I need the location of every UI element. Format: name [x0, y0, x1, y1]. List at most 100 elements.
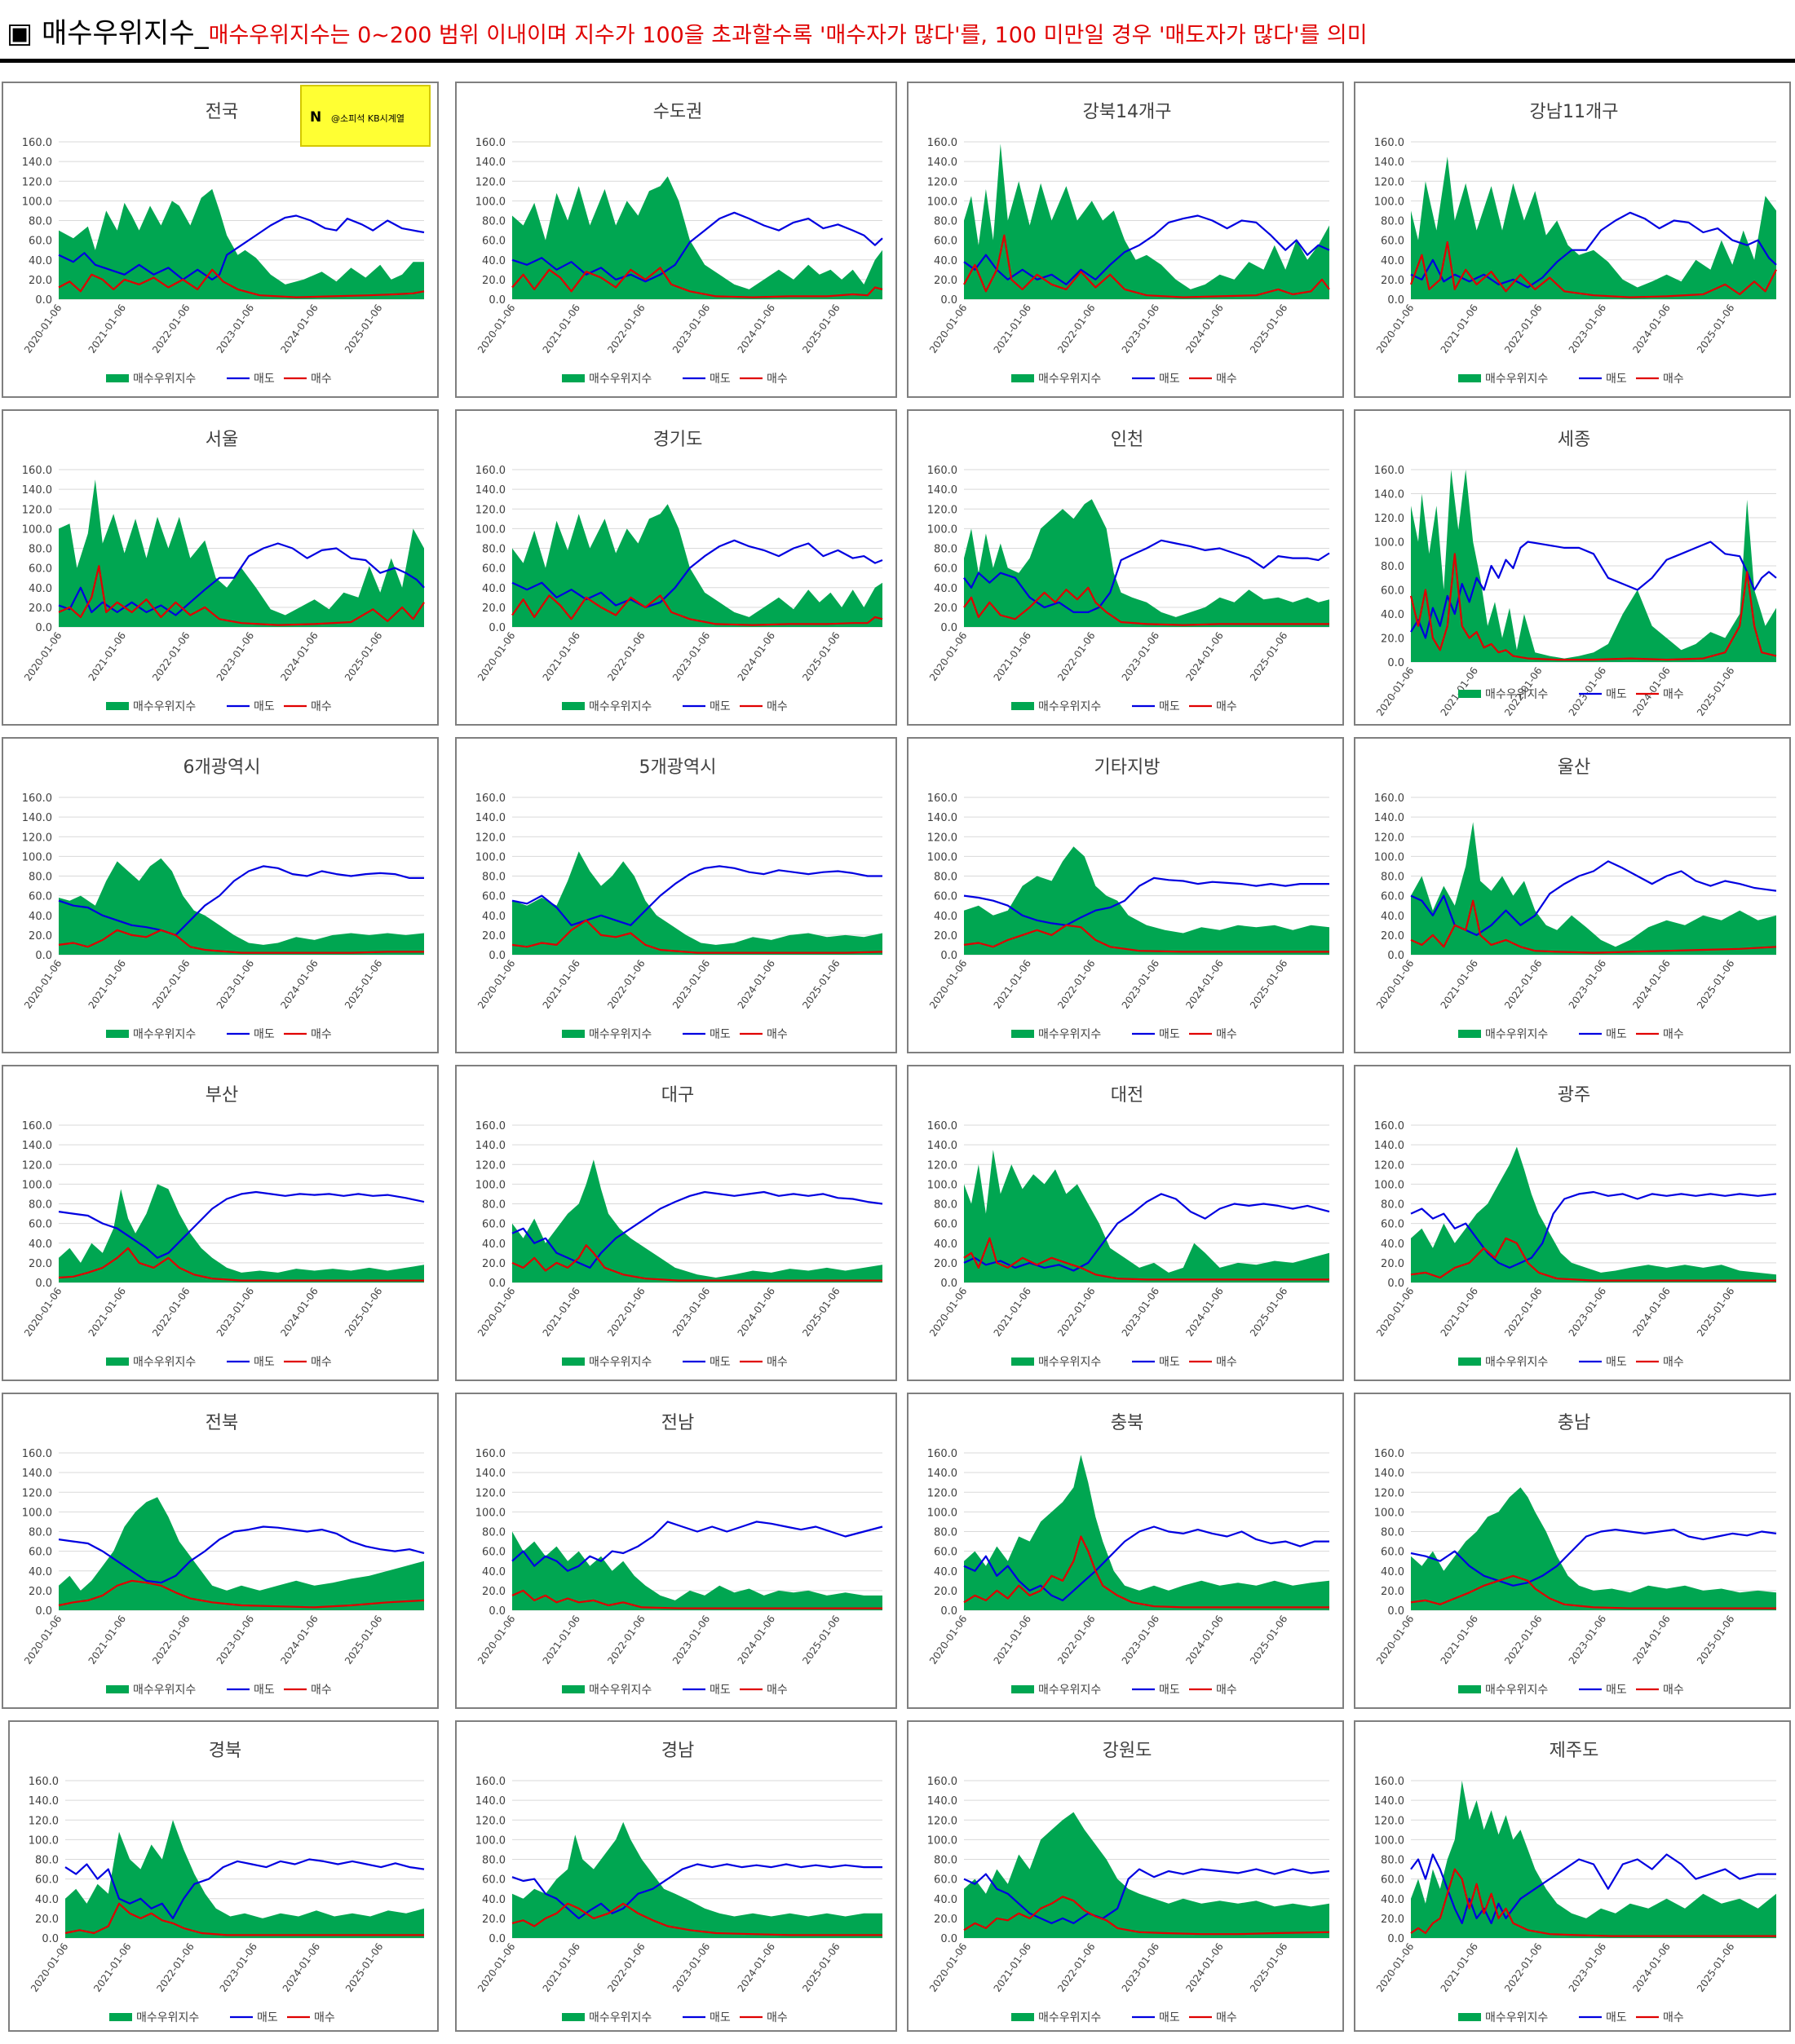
y-tick-label: 60.0 [934, 1874, 957, 1887]
series-line-매수 [511, 1244, 882, 1282]
series-line-매수 [64, 1902, 424, 1936]
legend-label: 매도 [254, 1356, 275, 1369]
chart-svg: 5개광역시 160.0 140.0 120.0 100.0 80.0 60.0 40.0 20.… [475, 757, 883, 1041]
y-tick-label: 120.0 [927, 1487, 957, 1499]
legend-label: 매수 [1663, 1028, 1684, 1041]
y-tick-label: 60.0 [934, 236, 957, 248]
y-tick-label: 120.0 [475, 1159, 506, 1172]
series-line-매수 [1409, 553, 1777, 661]
series-line-매도 [511, 865, 882, 926]
y-tick-label: 160.0 [1374, 1776, 1404, 1788]
y-tick-label: 160.0 [22, 792, 52, 805]
y-tick-label: 0.0 [940, 950, 957, 962]
legend-label: 매수 [767, 1028, 788, 1041]
legend-label: 매도 [1606, 1028, 1627, 1041]
y-tick-label: 40.0 [482, 1894, 506, 1906]
x-tick-label: 2021-01-06 [1439, 958, 1480, 1011]
x-tick-label: 2020-01-06 [22, 1614, 64, 1667]
watermark-text: @소피석 KB시계열 [331, 113, 405, 124]
x-tick-label: 2021-01-06 [86, 630, 128, 683]
legend-label: 매도 [1606, 373, 1627, 386]
x-tick-label: 2022-01-06 [150, 1614, 192, 1667]
chart-panel: 세종 160.0 140.0 120.0 100.0 80.0 60.0 40.0 20.0 0.… [1354, 409, 1791, 726]
chart-title: 6개광역시 [183, 757, 261, 778]
legend-label: 매도 [710, 1356, 731, 1369]
x-tick-label: 2022-01-06 [1055, 958, 1097, 1011]
legend-label: 매도 [1159, 2011, 1180, 2024]
y-tick-label: 140.0 [927, 812, 957, 824]
y-tick-label: 60.0 [1381, 1874, 1404, 1887]
chart-svg: 6개광역시 160.0 140.0 120.0 100.0 80.0 60.0 40.0 20.… [22, 757, 424, 1041]
y-tick-label: 80.0 [29, 1199, 52, 1212]
series-line-매도 [58, 1525, 425, 1584]
x-tick-label: 2021-01-06 [541, 1286, 582, 1339]
legend-swatch [1458, 374, 1481, 382]
x-tick-label: 2025-01-06 [1248, 630, 1289, 683]
y-tick-label: 100.0 [22, 1507, 52, 1519]
y-tick-label: 140.0 [475, 812, 506, 824]
x-tick-label: 2024-01-06 [278, 302, 320, 355]
x-tick-label: 2020-01-06 [22, 630, 64, 683]
x-tick-label: 2024-01-06 [281, 1941, 322, 1994]
y-tick-label: 80.0 [934, 544, 957, 556]
series-line-매수 [58, 268, 425, 298]
y-tick-label: 120.0 [475, 1487, 506, 1499]
series-line-매수 [511, 919, 883, 954]
y-tick-label: 20.0 [29, 930, 52, 943]
y-tick-label: 20.0 [482, 275, 506, 287]
x-tick-label: 2021-01-06 [86, 958, 128, 1011]
header-line: ▣ 매수우위지수_매수우위지수는 0~200 범위 이내이며 지수가 100을 … [7, 20, 1368, 47]
legend-label: 매도 [1159, 700, 1180, 713]
legend-swatch [562, 374, 585, 382]
x-tick-label: 2025-01-06 [1248, 1614, 1289, 1667]
y-tick-label: 60.0 [1381, 1219, 1404, 1231]
x-tick-label: 2024-01-06 [1183, 302, 1225, 355]
y-tick-label: 160.0 [29, 1776, 59, 1788]
x-tick-label: 2021-01-06 [992, 1614, 1033, 1667]
series-line-매수 [1410, 899, 1777, 954]
y-tick-label: 40.0 [29, 911, 52, 923]
x-tick-label: 2020-01-06 [475, 958, 517, 1011]
legend-label: 매수우위지수 [1485, 1684, 1548, 1697]
y-tick-label: 60.0 [35, 1874, 59, 1887]
x-tick-label: 2020-01-06 [29, 1941, 70, 1994]
x-tick-label: 2021-01-06 [541, 630, 582, 683]
y-tick-label: 40.0 [1381, 1894, 1404, 1906]
x-tick-label: 2025-01-06 [343, 1941, 385, 1994]
y-tick-label: 40.0 [482, 583, 506, 595]
chart-svg: 전국 160.0 140.0 120.0 100.0 80.0 60.0 40.0 20.0 0.… [22, 102, 425, 386]
y-tick-label: 60.0 [482, 891, 506, 903]
x-tick-label: 2020-01-06 [1374, 958, 1416, 1011]
legend-swatch [562, 1685, 585, 1693]
x-tick-label: 2025-01-06 [800, 1286, 842, 1339]
y-tick-label: 60.0 [482, 236, 506, 248]
y-tick-label: 40.0 [1381, 911, 1404, 923]
x-tick-label: 2020-01-06 [475, 630, 517, 683]
chart-svg: 제주도 160.0 140.0 120.0 100.0 80.0 60.0 40.0 20.0 0… [1374, 1741, 1776, 2024]
legend-label: 매수 [1216, 1028, 1237, 1041]
series-line-매도 [963, 214, 1330, 285]
y-tick-label: 160.0 [22, 465, 52, 477]
x-tick-label: 2025-01-06 [800, 1941, 842, 1994]
x-tick-label: 2020-01-06 [1374, 302, 1416, 355]
series-line-매수 [58, 929, 424, 954]
chart-panel: 대구 160.0 140.0 120.0 100.0 80.0 60.0 40.0 20.0 0.… [455, 1065, 897, 1381]
chart-panel: 강원도 160.0 140.0 120.0 100.0 80.0 60.0 40.0 20.0 0… [907, 1720, 1344, 2032]
y-tick-label: 40.0 [482, 1566, 506, 1578]
legend-label: 매수우위지수 [589, 2011, 652, 2024]
x-tick-label: 2021-01-06 [91, 1941, 133, 1994]
chart-panel: 인천 160.0 140.0 120.0 100.0 80.0 60.0 40.0 20.0 0.… [907, 409, 1344, 726]
y-tick-label: 40.0 [1381, 609, 1404, 621]
y-tick-label: 120.0 [927, 1815, 957, 1827]
chart-title: 부산 [206, 1085, 238, 1106]
x-tick-label: 2024-01-06 [1630, 1941, 1672, 1994]
chart-svg: 강원도 160.0 140.0 120.0 100.0 80.0 60.0 40.0 20.0 0… [927, 1741, 1330, 2024]
chart-panel: 제주도 160.0 140.0 120.0 100.0 80.0 60.0 40.0 20.0 0… [1354, 1720, 1791, 2032]
legend-label: 매수우위지수 [589, 700, 652, 713]
legend-swatch [106, 1358, 129, 1366]
legend-label: 매수 [311, 373, 332, 386]
x-tick-label: 2020-01-06 [475, 1941, 517, 1994]
legend-label: 매수우위지수 [1485, 1356, 1548, 1369]
x-tick-label: 2025-01-06 [1695, 302, 1736, 355]
y-tick-label: 20.0 [934, 603, 957, 615]
